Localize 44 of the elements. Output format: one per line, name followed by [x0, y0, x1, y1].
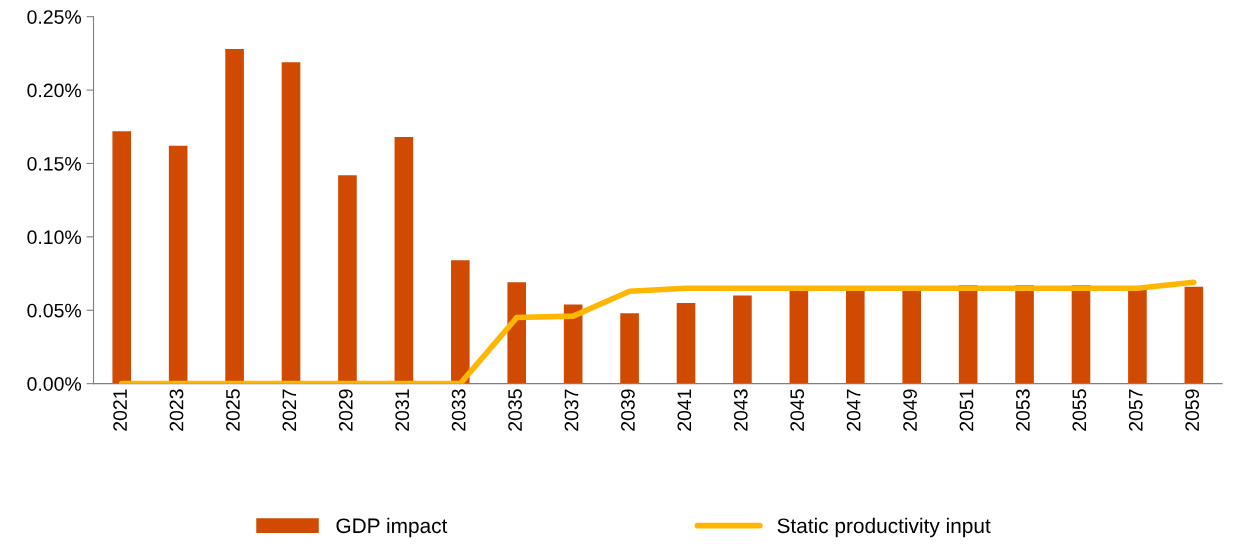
y-tick-label: 0.10% [27, 230, 82, 245]
bar [394, 137, 414, 384]
y-tick-label: 0.00% [27, 377, 82, 391]
legend-label: GDP impact [336, 517, 448, 538]
x-tick-label: 2037 [564, 389, 579, 431]
x-tick-label: 2057 [1128, 389, 1143, 431]
bar [1128, 288, 1147, 384]
x-tick-label: 2041 [677, 389, 692, 431]
bar [281, 62, 301, 384]
y-tick-label: 0.15% [27, 156, 82, 171]
x-tick-label: 2033 [451, 389, 466, 431]
bar [789, 289, 809, 384]
y-tick-label: 0.20% [27, 83, 82, 98]
bar [168, 145, 188, 384]
x-tick-label: 2035 [508, 389, 522, 431]
x-tick-label: 2039 [621, 389, 635, 431]
bar [507, 282, 527, 384]
x-tick-label: 2053 [1016, 389, 1030, 431]
bar [338, 175, 357, 384]
bar [1184, 286, 1204, 384]
x-tick-label: 2055 [1072, 389, 1087, 431]
x-tick-label: 2043 [733, 389, 748, 431]
x-tick-label: 2045 [790, 389, 805, 431]
bar [676, 302, 696, 384]
x-tick-label: 2051 [959, 389, 974, 431]
x-tick-label: 2021 [113, 389, 127, 431]
legend-label: Static productivity input [777, 517, 991, 538]
x-tick-label: 2029 [338, 389, 353, 431]
bar [733, 295, 752, 384]
x-tick-label: 2047 [846, 389, 861, 431]
x-tick-label: 2023 [169, 389, 184, 431]
bar [450, 260, 470, 384]
x-tick-label: 2031 [395, 389, 410, 431]
x-tick-label: 2027 [282, 389, 297, 431]
bar [112, 131, 132, 384]
bar [225, 48, 244, 384]
x-tick-label: 2059 [1185, 389, 1200, 431]
bar [845, 289, 865, 384]
y-tick-label: 0.25% [27, 10, 82, 24]
x-tick-label: 2025 [226, 389, 240, 431]
bar [620, 313, 639, 384]
y-tick-label: 0.05% [27, 303, 82, 318]
bar [902, 288, 922, 384]
x-tick-label: 2049 [903, 389, 917, 431]
